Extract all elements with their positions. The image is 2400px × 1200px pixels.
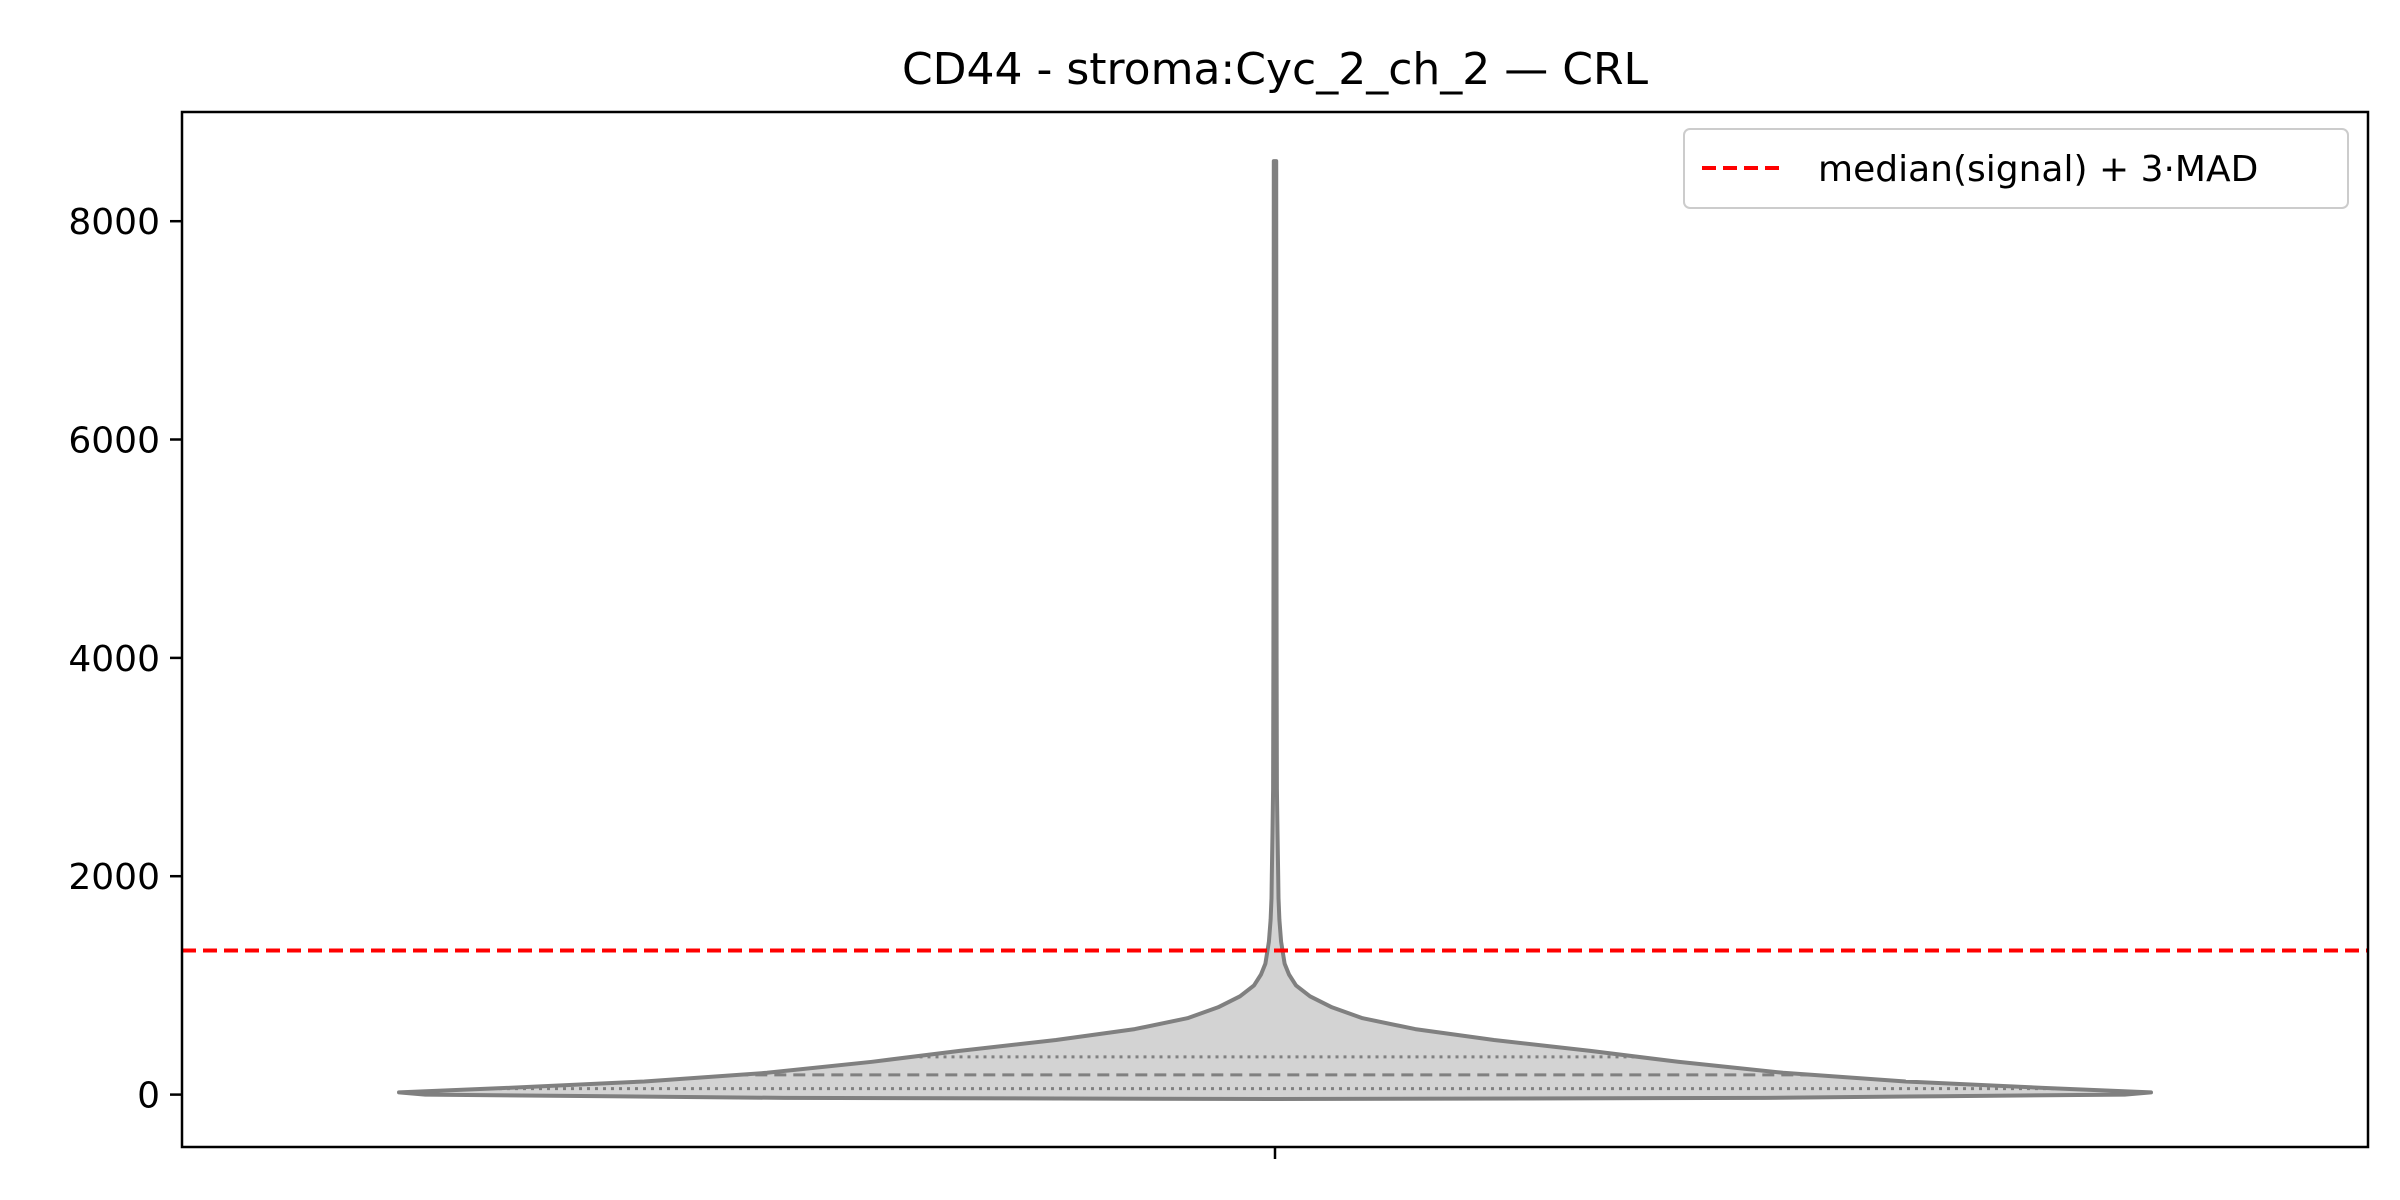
y-tick-label: 2000 <box>68 857 160 898</box>
y-tick-label: 8000 <box>68 202 160 243</box>
y-axis: 0 2000 4000 6000 8000 <box>68 202 182 1117</box>
violin-quartile-lines <box>491 1055 2059 1091</box>
y-tick-label: 6000 <box>68 421 160 462</box>
violin-body <box>397 159 2153 1101</box>
plot-area <box>182 159 2368 1101</box>
y-tick-label: 0 <box>137 1076 160 1117</box>
chart-title: CD44 - stroma:Cyc_2_ch_2 — CRL <box>902 44 1649 95</box>
legend-box <box>1683 128 2349 209</box>
legend-label-threshold: median(signal) + 3·MAD <box>1818 149 2258 190</box>
y-tick-label: 4000 <box>68 639 160 680</box>
legend: median(signal) + 3·MAD <box>1683 128 2349 209</box>
